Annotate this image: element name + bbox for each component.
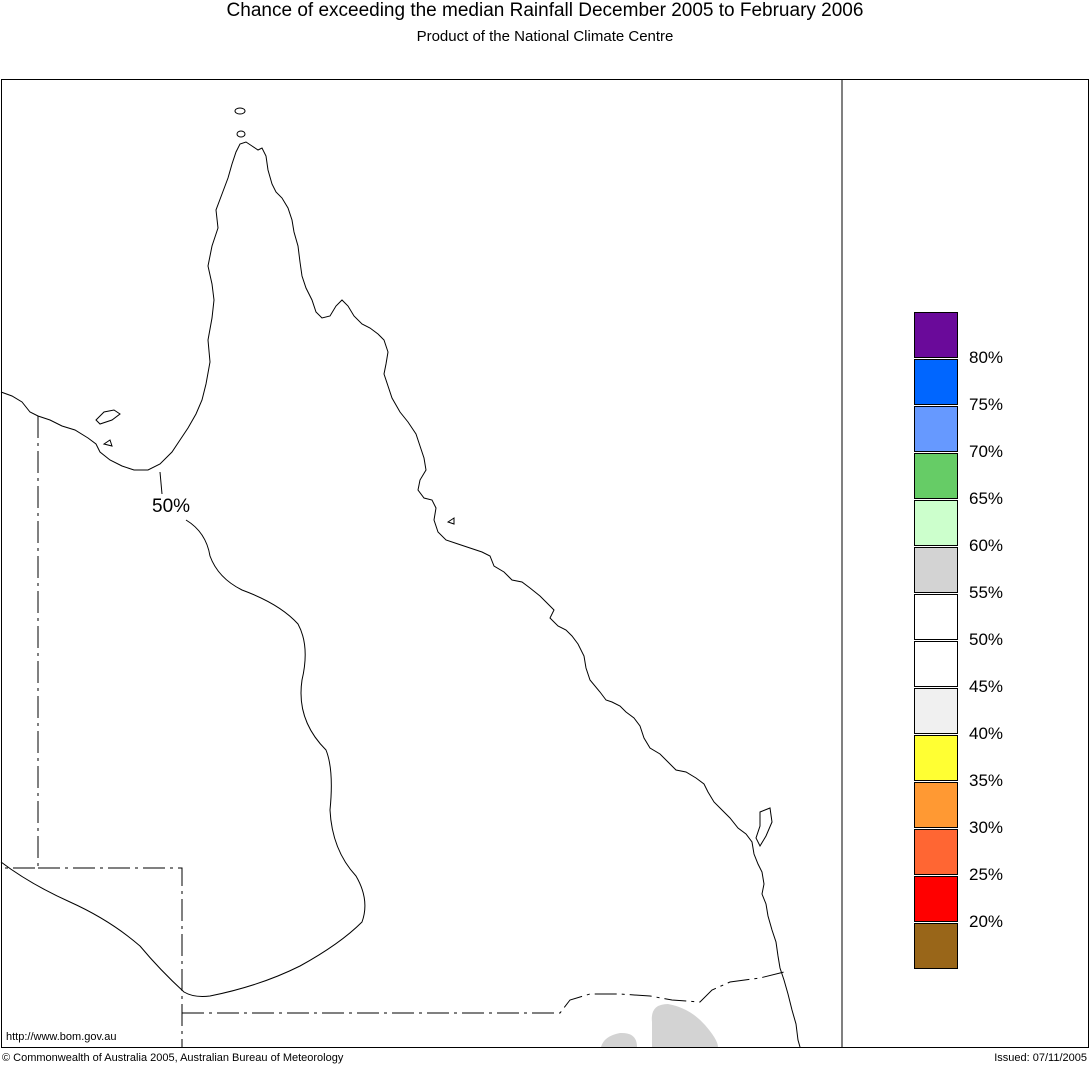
legend-label: 60% <box>969 536 1004 555</box>
legend-swatch <box>914 406 958 452</box>
shaded-region-south <box>601 1032 637 1047</box>
website-url: http://www.bom.gov.au <box>6 1031 117 1043</box>
legend-label: 25% <box>969 865 1004 884</box>
legend-label: 55% <box>969 583 1004 602</box>
island-1 <box>234 107 246 115</box>
map-frame <box>1 79 1089 1048</box>
legend-swatch <box>914 829 958 875</box>
copyright-notice: © Commonwealth of Australia 2005, Austra… <box>2 1052 344 1064</box>
legend-label: 40% <box>969 724 1004 743</box>
legend-label: 50% <box>969 630 1004 649</box>
legend-label: 75% <box>969 395 1004 414</box>
legend-swatch <box>914 688 958 734</box>
island-4 <box>102 439 113 447</box>
legend-swatch <box>914 453 958 499</box>
legend-swatch <box>914 312 958 358</box>
legend-label: 45% <box>969 677 1004 696</box>
legend-swatch <box>914 735 958 781</box>
legend-swatch <box>914 594 958 640</box>
island-3 <box>95 409 121 425</box>
legend-swatch <box>914 782 958 828</box>
contour-50 <box>0 471 366 997</box>
state-border <box>1 416 785 1047</box>
legend-label: 35% <box>969 771 1004 790</box>
legend-swatch <box>914 876 958 922</box>
legend-swatch <box>914 547 958 593</box>
island-fraser <box>755 807 773 848</box>
legend-label: 70% <box>969 442 1004 461</box>
coastline <box>0 141 801 1048</box>
legend-label: 80% <box>969 348 1004 367</box>
island-2 <box>236 130 246 138</box>
shaded-region-south-east <box>651 1004 718 1047</box>
legend-swatch <box>914 359 958 405</box>
legend-label: 65% <box>969 489 1004 508</box>
legend-swatch <box>914 500 958 546</box>
island-5 <box>446 517 455 525</box>
map-subtitle: Product of the National Climate Centre <box>416 28 674 45</box>
contour-label-50: 50% <box>152 496 191 517</box>
legend-label: 30% <box>969 818 1004 837</box>
legend-swatch <box>914 641 958 687</box>
map-title: Chance of exceeding the median Rainfall … <box>226 0 864 21</box>
legend-swatch <box>914 923 958 969</box>
legend-label: 20% <box>969 912 1004 931</box>
issued-date: Issued: 07/11/2005 <box>994 1052 1087 1064</box>
